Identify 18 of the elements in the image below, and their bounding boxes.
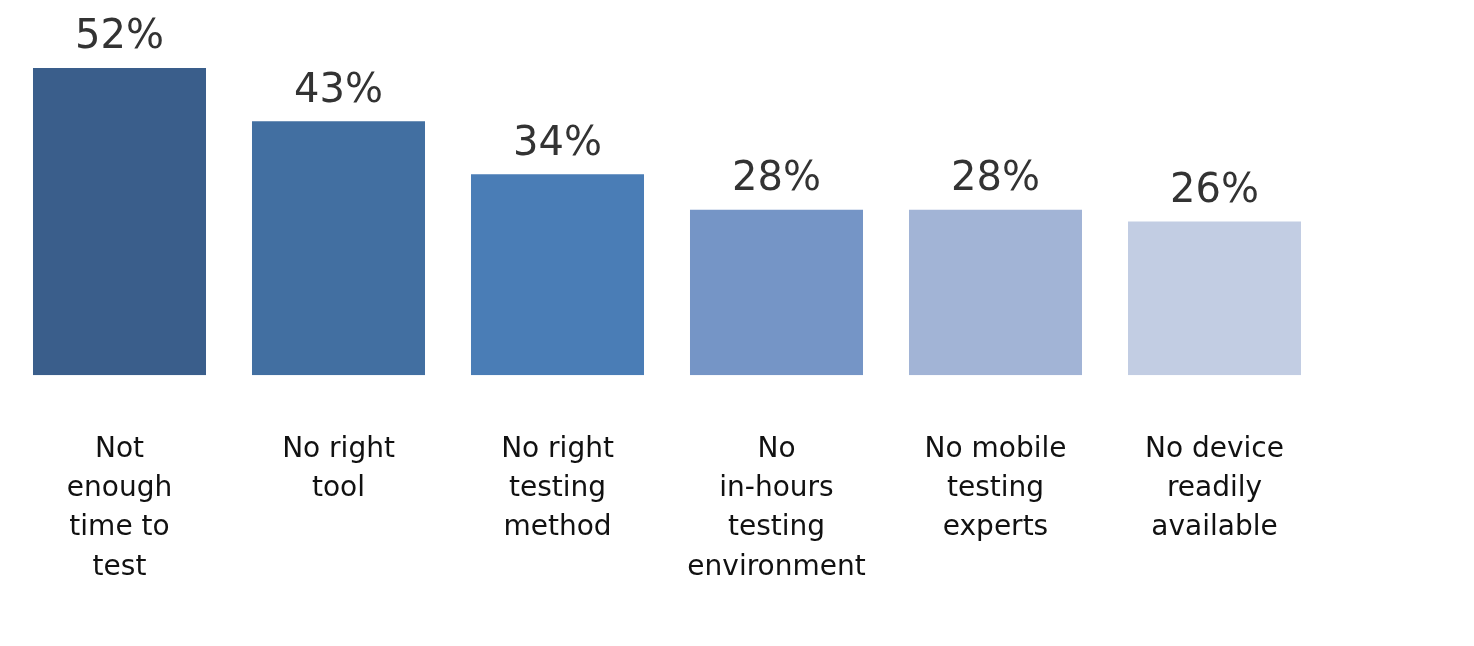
data-label: 43%: [294, 64, 383, 111]
x-tick-label: No device readily available: [1145, 431, 1284, 543]
bar: [252, 121, 426, 376]
bar: [909, 209, 1083, 376]
x-tick-label: No in-hours testing environment: [687, 431, 866, 582]
data-label: 26%: [1170, 164, 1259, 211]
bar: [32, 68, 207, 376]
x-tick-label: No mobile testing experts: [924, 431, 1067, 543]
data-label: 52%: [75, 11, 164, 58]
x-tick-label: No right tool: [282, 431, 395, 504]
bar: [471, 174, 645, 376]
data-label: 28%: [732, 153, 821, 200]
data-label: 34%: [513, 117, 602, 164]
bar: [1127, 221, 1302, 376]
data-label: 28%: [951, 153, 1040, 200]
x-tick-label: No right testing method: [501, 431, 614, 543]
bar: [690, 209, 864, 376]
x-tick-label: Not enough time to test: [66, 431, 173, 582]
